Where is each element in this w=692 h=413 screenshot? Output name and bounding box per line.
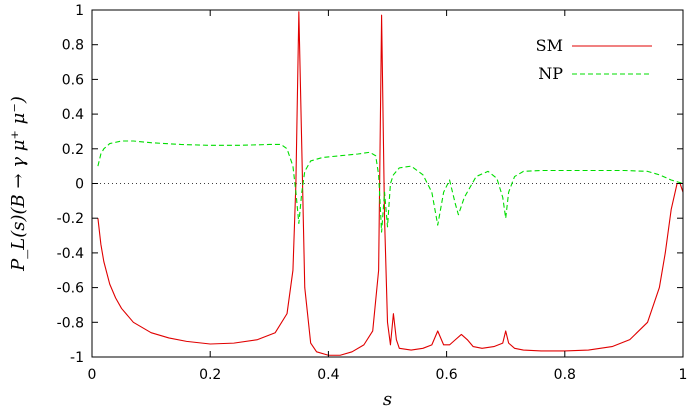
- x-tick-label: 0.2: [199, 367, 221, 383]
- y-tick-label: -0.6: [57, 281, 84, 297]
- y-tick-label: -0.8: [57, 315, 84, 331]
- legend-label-np: NP: [538, 64, 563, 83]
- y-tick-label: 0.6: [62, 72, 84, 88]
- series-layer: [97, 11, 684, 356]
- x-tick-label: 0.6: [435, 367, 457, 383]
- y-tick-label: 0: [75, 177, 84, 193]
- y-tick-label: -1: [70, 350, 84, 366]
- x-tick-label: 0.4: [317, 367, 339, 383]
- series-line-sm: [97, 11, 684, 356]
- y-tick-label: 0.8: [62, 38, 84, 54]
- x-tick-label: 0.8: [554, 367, 576, 383]
- x-tick-label: 0: [88, 367, 97, 383]
- y-axis-label: P_L(s)(B → γ μ⁺ μ⁻): [8, 96, 29, 272]
- tick-labels-layer: 0 0.2 0.4 0.6 0.8 1 -1 -0.8 -0.6 -0.4 -0.2 0 0.2 0.4 0…: [57, 3, 688, 383]
- series-line-np: [97, 140, 684, 233]
- y-tick-label: 0.2: [62, 142, 84, 158]
- y-tick-label: 0.4: [62, 107, 84, 123]
- x-axis-label: s: [383, 389, 392, 410]
- ticks-layer: [91, 9, 684, 358]
- x-tick-label: 1: [679, 367, 688, 383]
- legend: SM NP: [536, 36, 652, 83]
- y-tick-label: -0.4: [57, 246, 84, 262]
- y-tick-label: -0.2: [57, 211, 84, 227]
- legend-label-sm: SM: [536, 36, 563, 55]
- y-tick-label: 1: [75, 3, 84, 19]
